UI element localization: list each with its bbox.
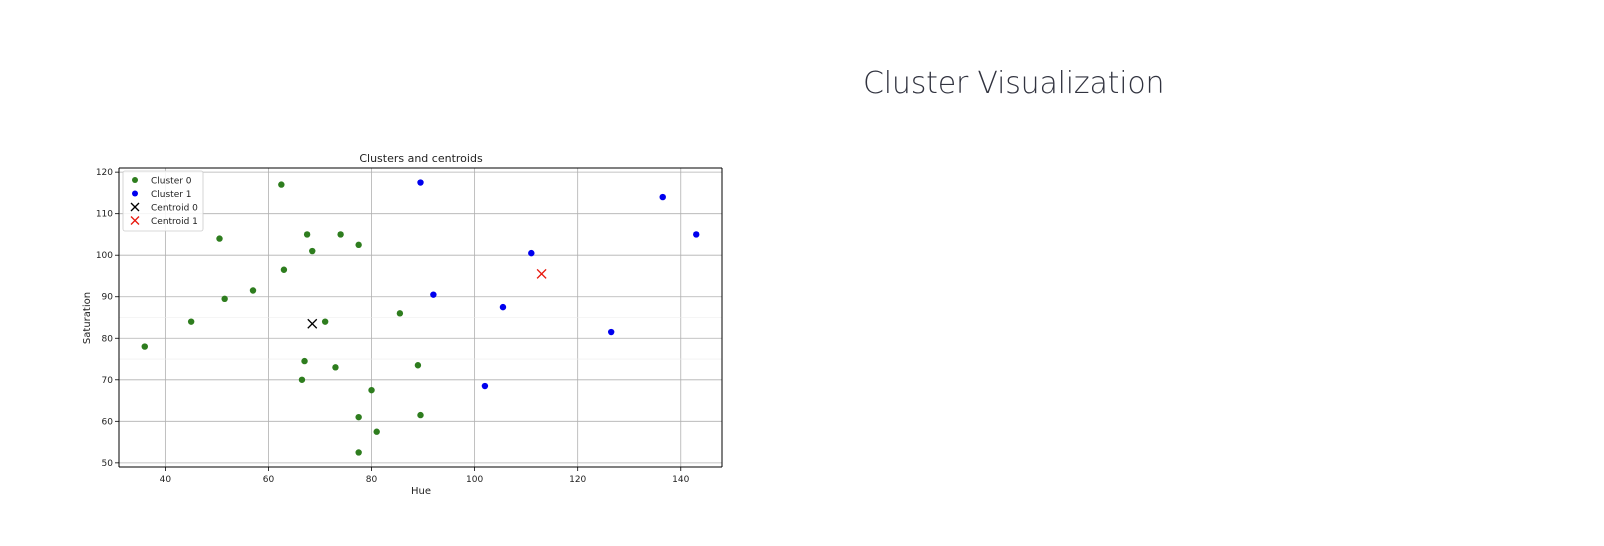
legend-marker	[130, 216, 140, 225]
legend-marker	[132, 177, 138, 183]
y-axis-label: Saturation	[82, 292, 93, 344]
legend-box	[122, 170, 204, 232]
cluster-0-point	[278, 181, 285, 188]
cluster-0-point	[249, 287, 257, 294]
cluster-0-point	[321, 318, 329, 325]
scatter-chart: 40 60 80 100 120 140 50 60 70 80 90 100 110 120 Clust…	[76, 144, 736, 509]
x-axis-label: Hue	[411, 486, 431, 497]
cluster-1-point	[417, 179, 424, 186]
cluster-0-point	[141, 343, 148, 350]
legend-label: Centroid 0	[151, 204, 198, 214]
points-layer	[141, 179, 700, 456]
cluster-1-point	[528, 249, 535, 257]
cluster-0-point	[414, 362, 422, 369]
legend-label: Centroid 1	[151, 217, 198, 227]
legend-label: Cluster 0	[151, 177, 192, 187]
cluster-1-point	[607, 328, 615, 336]
marker-stroke	[130, 202, 140, 212]
centroid-1-point	[536, 268, 547, 279]
cluster-0-point	[216, 235, 223, 242]
legend-marker	[130, 202, 140, 212]
cluster-0-point	[332, 364, 339, 371]
x-tick-label: 100	[466, 475, 483, 485]
cluster-0-point	[221, 295, 228, 303]
cluster-0-point	[368, 386, 375, 394]
grid-layer	[119, 168, 722, 467]
axes-layer: 40 60 80 100 120 140 50 60 70 80 90 100 110 120	[96, 167, 723, 485]
cluster-0-point	[396, 310, 404, 317]
cluster-0-point	[309, 247, 316, 255]
marker-stroke	[307, 318, 318, 329]
cluster-1-point	[499, 303, 507, 311]
cluster-0-point	[373, 428, 380, 435]
x-tick-label: 40	[160, 475, 172, 485]
cluster-0-point	[355, 241, 362, 249]
legend-marker	[132, 190, 138, 197]
marker-stroke	[536, 268, 547, 279]
cluster-0-point	[355, 449, 362, 456]
x-tick-label: 60	[263, 475, 275, 485]
y-tick-label: 110	[96, 210, 113, 220]
legend-label: Cluster 1	[151, 190, 192, 200]
cluster-0-point	[280, 266, 288, 273]
legend: Cluster 0 Cluster 1 Centroid 0 Centroid 1	[122, 170, 204, 232]
y-tick-label: 60	[102, 417, 114, 427]
y-tick-label: 100	[96, 251, 113, 261]
chart-svg: 40 60 80 100 120 140 50 60 70 80 90 100 110 120 Clust…	[82, 152, 723, 497]
x-tick-label: 80	[366, 475, 378, 485]
y-tick-label: 50	[102, 459, 114, 469]
y-tick-label: 70	[102, 376, 114, 386]
cluster-1-point	[693, 231, 700, 238]
cluster-0-point	[337, 231, 344, 238]
x-tick-label: 120	[569, 475, 586, 485]
chart-title: Clusters and centroids	[359, 152, 483, 165]
cluster-0-point	[187, 318, 195, 325]
cluster-1-point	[481, 382, 489, 390]
x-tick-label: 140	[672, 475, 689, 485]
y-tick-label: 90	[102, 293, 114, 303]
y-tick-label: 80	[102, 334, 114, 344]
cluster-1-point	[430, 291, 437, 298]
cluster-0-point	[301, 357, 308, 365]
cluster-0-point	[417, 411, 424, 419]
page-title: Cluster Visualization	[863, 66, 1165, 101]
cluster-0-point	[298, 376, 306, 383]
y-tick-label: 120	[96, 168, 113, 178]
marker-stroke	[130, 216, 140, 225]
cluster-0-point	[303, 231, 311, 238]
centroid-0-point	[307, 318, 318, 329]
cluster-1-point	[659, 193, 666, 201]
cluster-0-point	[355, 413, 362, 421]
